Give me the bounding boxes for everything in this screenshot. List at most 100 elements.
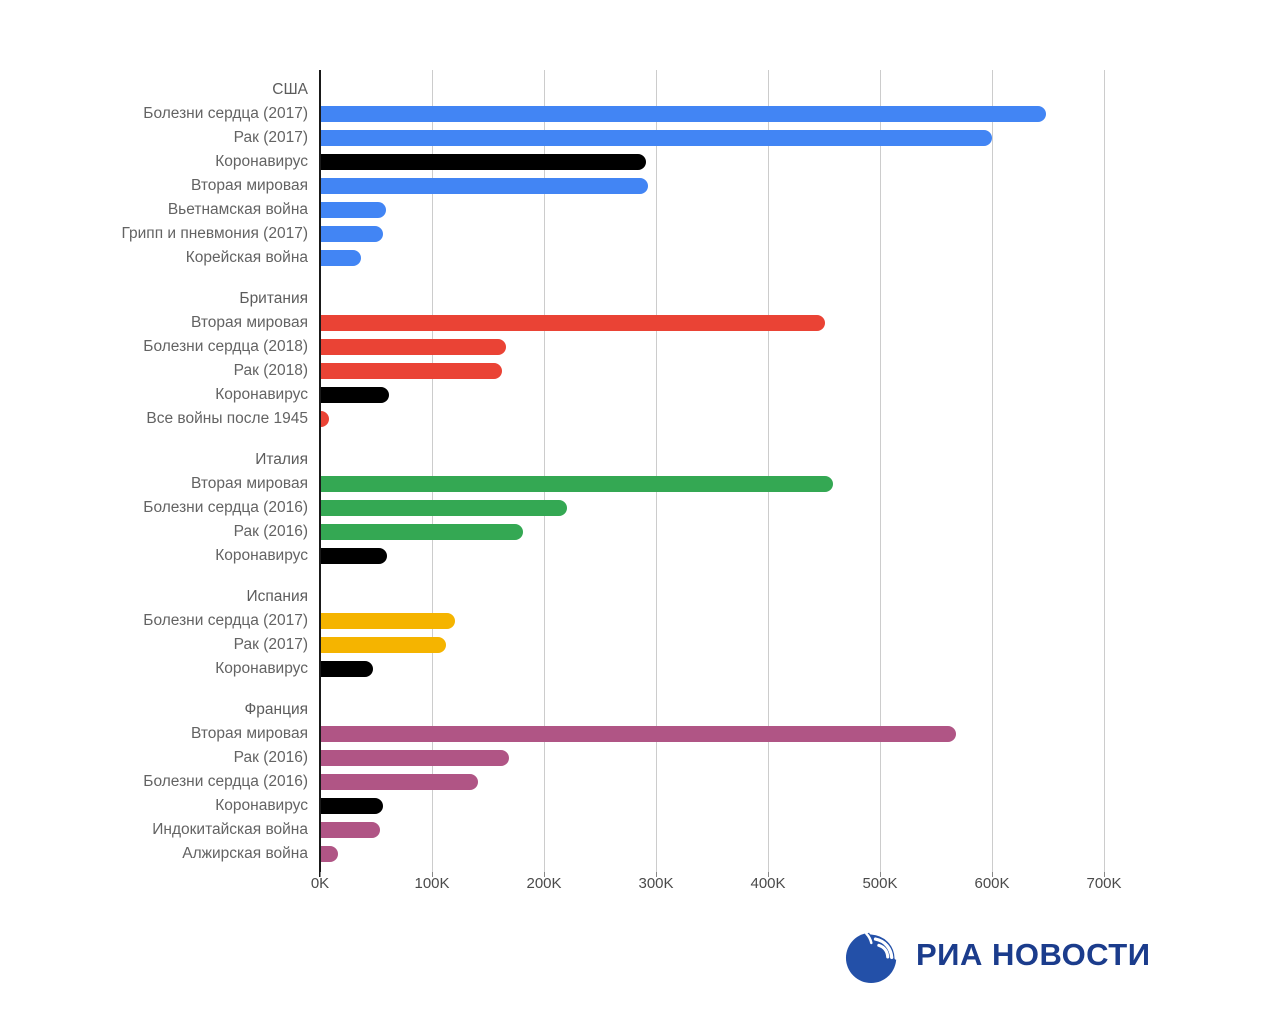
bar-track [320, 198, 1160, 222]
bar-track [320, 633, 1160, 657]
bar-track [320, 746, 1160, 770]
bar-track [320, 246, 1160, 270]
group-header-row: Британия [80, 287, 1160, 311]
bar-track [320, 102, 1160, 126]
bar-row: Коронавирус [80, 544, 1160, 568]
country-label: Франция [244, 701, 308, 718]
empty-track [320, 287, 1160, 311]
country-group-2: Италия Вторая мировая Болезни сердца (2016… [80, 448, 1160, 568]
bar-row-label: Коронавирус [215, 547, 308, 564]
bar-row: Рак (2017) [80, 126, 1160, 150]
gridline [656, 70, 657, 872]
bar-track [320, 311, 1160, 335]
bar-track [320, 472, 1160, 496]
group-header-row: Италия [80, 448, 1160, 472]
bar-row-label: Корейская война [185, 249, 308, 266]
bar [321, 726, 957, 742]
bar-row-label: Рак (2016) [233, 523, 308, 540]
bar [321, 613, 456, 629]
x-axis-tick [656, 872, 657, 877]
bar-row-label: Болезни сердца (2017) [143, 105, 308, 122]
bar-row-label: Болезни сердца (2016) [143, 499, 308, 516]
bar-row-label: Вторая мировая [191, 475, 308, 492]
bar-row: Вторая мировая [80, 472, 1160, 496]
bar [321, 250, 362, 266]
country-label: Британия [239, 290, 308, 307]
ria-novosti-wordmark: РИА НОВОСТИ [916, 937, 1151, 972]
bar [321, 178, 649, 194]
bar-row: Коронавирус [80, 150, 1160, 174]
x-axis-tick [768, 872, 769, 877]
bar [321, 476, 833, 492]
bar-row-label: Вторая мировая [191, 314, 308, 331]
bar [321, 226, 383, 242]
bar-row-label: Алжирская война [182, 845, 308, 862]
empty-track [320, 698, 1160, 722]
bar-row: Рак (2018) [80, 359, 1160, 383]
x-axis-tick [1104, 872, 1105, 877]
bar [321, 774, 478, 790]
x-axis-tick-label: 700K [1086, 875, 1122, 892]
x-axis-tick-label: 200K [526, 875, 562, 892]
bar-track [320, 174, 1160, 198]
bar-row: Корейская война [80, 246, 1160, 270]
bar-track [320, 335, 1160, 359]
plot-area [319, 70, 1160, 877]
bar-row: Все войны после 1945 [80, 407, 1160, 431]
bar-row-label: Вторая мировая [191, 177, 308, 194]
bar-track [320, 222, 1160, 246]
bar [321, 315, 825, 331]
x-axis-tick-label: 0K [310, 875, 330, 892]
bar [321, 846, 338, 862]
group-header-row: Франция [80, 698, 1160, 722]
x-axis-tick [544, 872, 545, 877]
bar-row: Алжирская война [80, 842, 1160, 866]
bar [321, 154, 646, 170]
bar-row: Болезни сердца (2018) [80, 335, 1160, 359]
country-group-0: США Болезни сердца (2017) Рак (2017) Корона… [80, 78, 1160, 270]
bar-track [320, 359, 1160, 383]
bar-track [320, 126, 1160, 150]
gridline [879, 70, 881, 872]
bar [321, 106, 1046, 122]
x-axis-tick-label: 600K [974, 875, 1010, 892]
gridline [544, 70, 545, 872]
bar [321, 339, 506, 355]
bar-row: Болезни сердца (2017) [80, 102, 1160, 126]
bar-track [320, 520, 1160, 544]
bar-row-label: Рак (2017) [233, 636, 308, 653]
chart-rows: США Болезни сердца (2017) Рак (2017) Корона… [80, 78, 1160, 866]
bar-row: Грипп и пневмония (2017) [80, 222, 1160, 246]
x-axis-tick-label: 300K [638, 875, 674, 892]
x-axis-tick-label: 100K [414, 875, 450, 892]
ria-novosti-globe-icon [845, 931, 898, 984]
bar-row-label: Рак (2018) [233, 362, 308, 379]
group-header-row: Испания [80, 585, 1160, 609]
bar [321, 411, 329, 427]
country-group-4: Франция Вторая мировая Рак (2016) Болезни с… [80, 698, 1160, 866]
x-axis-tick [879, 872, 881, 877]
bar-row-label: Коронавирус [215, 386, 308, 403]
bar [321, 387, 390, 403]
bar-row-label: Болезни сердца (2017) [143, 612, 308, 629]
empty-track [320, 585, 1160, 609]
bar-row: Коронавирус [80, 383, 1160, 407]
bar-row-label: Коронавирус [215, 797, 308, 814]
bar-track [320, 544, 1160, 568]
bar-row: Коронавирус [80, 794, 1160, 818]
bar-chart: США Болезни сердца (2017) Рак (2017) Корона… [80, 70, 1160, 892]
bar-track [320, 657, 1160, 681]
bar-track [320, 609, 1160, 633]
bar-row-label: Индокитайская война [152, 821, 308, 838]
bar-row-label: Все войны после 1945 [146, 410, 308, 427]
y-axis-line [319, 70, 321, 877]
bar [321, 548, 388, 564]
bar-row-label: Болезни сердца (2016) [143, 773, 308, 790]
bar-row: Вторая мировая [80, 174, 1160, 198]
bar-row: Болезни сердца (2017) [80, 609, 1160, 633]
bar-row: Рак (2016) [80, 746, 1160, 770]
country-group-1: Британия Вторая мировая Болезни сердца (20… [80, 287, 1160, 431]
empty-track [320, 78, 1160, 102]
bar-track [320, 818, 1160, 842]
ria-novosti-logo: РИА НОВОСТИ [845, 925, 1151, 985]
